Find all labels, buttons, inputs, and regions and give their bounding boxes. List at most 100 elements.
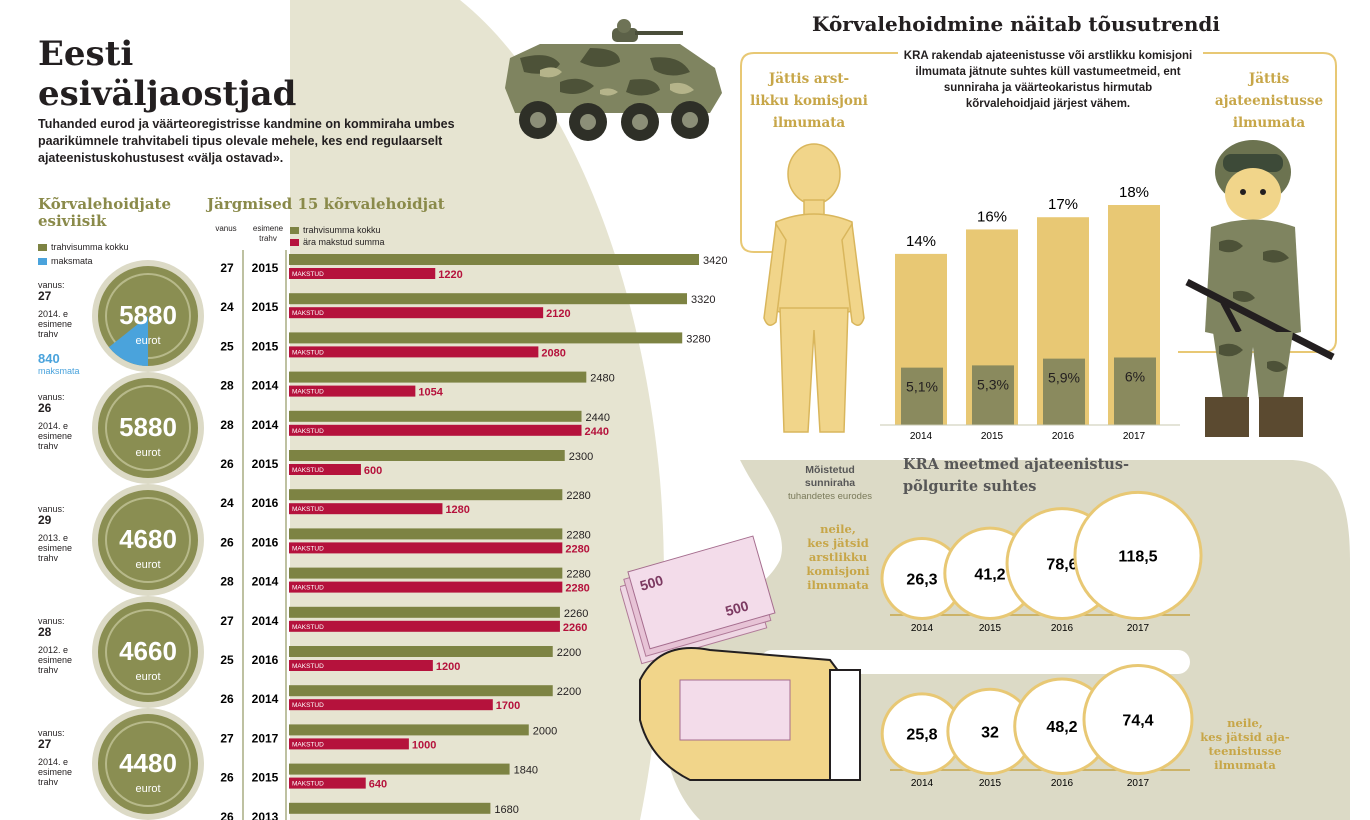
- bubble: [883, 695, 961, 772]
- row-first-fine: 2016: [252, 653, 279, 667]
- unpaid-amount: 840: [38, 351, 60, 366]
- col-first-fine-header: esimene trahv: [252, 224, 284, 243]
- legend-total: trahvisumma kokku: [38, 242, 129, 252]
- row-first-fine: 2014: [252, 575, 279, 589]
- age-value: 28: [38, 625, 52, 639]
- legend-unpaid-label: maksmata: [51, 256, 93, 266]
- bar-paid: [289, 660, 433, 671]
- top5-person-info: vanus: 27 2014. e esimene trahv: [38, 728, 94, 787]
- bar-total-label: 1680: [494, 804, 518, 816]
- coin-currency: eurot: [135, 447, 160, 459]
- bar-paid: [289, 542, 563, 554]
- bubble-year: 2017: [1127, 778, 1150, 789]
- left-label-line-1: Jättis arst-: [768, 71, 850, 87]
- bubble-value: 118,5: [1118, 548, 1157, 565]
- legend-next-total: trahvisumma kokku: [290, 225, 381, 235]
- bar-total: [289, 567, 563, 579]
- legend-total-label: trahvisumma kokku: [51, 242, 129, 252]
- right-label-line-1: Jättis: [1248, 71, 1290, 87]
- paid-tag: MAKSTUD: [292, 389, 324, 396]
- bubble-value: 32: [981, 724, 999, 741]
- bubble-value: 48,2: [1046, 719, 1077, 736]
- trend-right-label: Jättis ajateenistusse ilmumata: [1205, 68, 1333, 134]
- bar-service-label: 16%: [977, 208, 1007, 225]
- bar-paid: [289, 346, 539, 358]
- bar-total-label: 2260: [564, 608, 588, 620]
- coin: [98, 490, 198, 590]
- bar-total-label: 3280: [686, 333, 710, 345]
- who-medical-line-1: neile,: [820, 522, 856, 536]
- age-label: vanus:: [38, 616, 65, 626]
- bar-paid-label: 2260: [563, 622, 587, 634]
- money-hand-illustration: 500 500: [620, 535, 862, 781]
- bubble-value: 74,4: [1122, 712, 1153, 729]
- age-value: 27: [38, 737, 52, 751]
- soldier-illustration: [1185, 140, 1335, 437]
- legend-next-paid-label: ära makstud summa: [303, 237, 385, 247]
- bubble-year: 2014: [911, 623, 934, 634]
- bubble: [883, 539, 961, 617]
- bar-total-label: 2440: [586, 412, 610, 424]
- bar-total-label: 2200: [557, 686, 581, 698]
- top5-person-info: vanus: 28 2012. e esimene trahv: [38, 616, 94, 675]
- trend-bar-chart: 14% 5,1% 2014 16% 5,3% 2015 17% 5,9% 2016 18% 6% 20…: [880, 184, 1180, 442]
- bar-paid: [289, 464, 361, 475]
- who-medical-line-2: kes jätsid: [807, 536, 869, 550]
- bar-paid-label: 2280: [565, 543, 589, 555]
- row-first-fine: 2013: [252, 810, 279, 820]
- legend-next-paid-swatch: [290, 238, 299, 246]
- paid-tag: MAKSTUD: [292, 585, 324, 592]
- top5-person-info: vanus: 29 2013. e esimene trahv: [38, 504, 94, 563]
- bar-paid: [289, 503, 443, 515]
- bar-medical-label: 5,1%: [906, 379, 938, 395]
- bubble-value: 41,2: [974, 566, 1005, 583]
- bubble-year: 2016: [1051, 623, 1074, 634]
- row-age: 28: [220, 418, 234, 432]
- who-service-line-4: ilmumata: [1214, 758, 1276, 772]
- paid-tag: MAKSTUD: [292, 545, 324, 552]
- row-age: 26: [220, 692, 234, 706]
- bubble: [1016, 680, 1108, 772]
- bar-paid: [289, 307, 544, 319]
- row-first-fine: 2015: [252, 771, 279, 785]
- bar-total: [289, 489, 563, 501]
- kra-sub-unit: tuhandetes eurodes: [788, 491, 872, 502]
- coin-currency: eurot: [135, 559, 160, 571]
- bar-paid-label: 600: [364, 465, 382, 477]
- coin-rim: [105, 721, 191, 807]
- next15-bar-chart: 27 2015 3420 MAKSTUD 1220 24 2015 3320 MAKSTUD 21…: [220, 250, 727, 820]
- paid-tag: MAKSTUD: [292, 506, 324, 513]
- top5-person-info: vanus: 27 2014. e esimene trahv: [38, 280, 94, 339]
- bar-service-label: 17%: [1048, 196, 1078, 213]
- coin-unpaid-slice: [108, 316, 148, 366]
- bubble: [949, 690, 1031, 772]
- bubble-year: 2017: [1127, 623, 1150, 634]
- coin: [98, 602, 198, 702]
- bar-paid-label: 2440: [585, 426, 609, 438]
- bar-medical: [1043, 358, 1085, 425]
- bar-paid-label: 1054: [418, 387, 443, 399]
- bar-paid: [289, 699, 493, 711]
- bar-year-label: 2017: [1123, 431, 1146, 442]
- bar-paid: [289, 268, 436, 279]
- paid-tag: MAKSTUD: [292, 663, 324, 670]
- row-age: 26: [220, 535, 234, 549]
- row-age: 27: [220, 261, 234, 275]
- bar-year-label: 2014: [910, 431, 933, 442]
- bubble-year: 2014: [911, 778, 934, 789]
- age-label: vanus:: [38, 504, 65, 514]
- first-fine-text: 2012. e esimene trahv: [38, 645, 73, 675]
- row-age: 24: [220, 300, 234, 314]
- bar-total: [289, 450, 565, 461]
- row-age: 25: [220, 653, 234, 667]
- bubble-year: 2015: [979, 778, 1002, 789]
- bar-total-label: 2480: [590, 373, 614, 385]
- top5-person-info: vanus: 26 2014. e esimene trahv: [38, 392, 94, 451]
- bubble: [1085, 666, 1191, 772]
- kra-heading: KRA meetmed ajateenistus- põlgurite suht…: [903, 454, 1129, 498]
- bubble: [1076, 493, 1200, 617]
- first-fine-text: 2014. e esimene trahv: [38, 309, 73, 339]
- page-title: Eesti esiväljaostjad: [38, 34, 296, 114]
- coin-currency: eurot: [135, 335, 160, 347]
- trend-title: Kõrvalehoidmine näitab tõusutrendi: [812, 12, 1220, 36]
